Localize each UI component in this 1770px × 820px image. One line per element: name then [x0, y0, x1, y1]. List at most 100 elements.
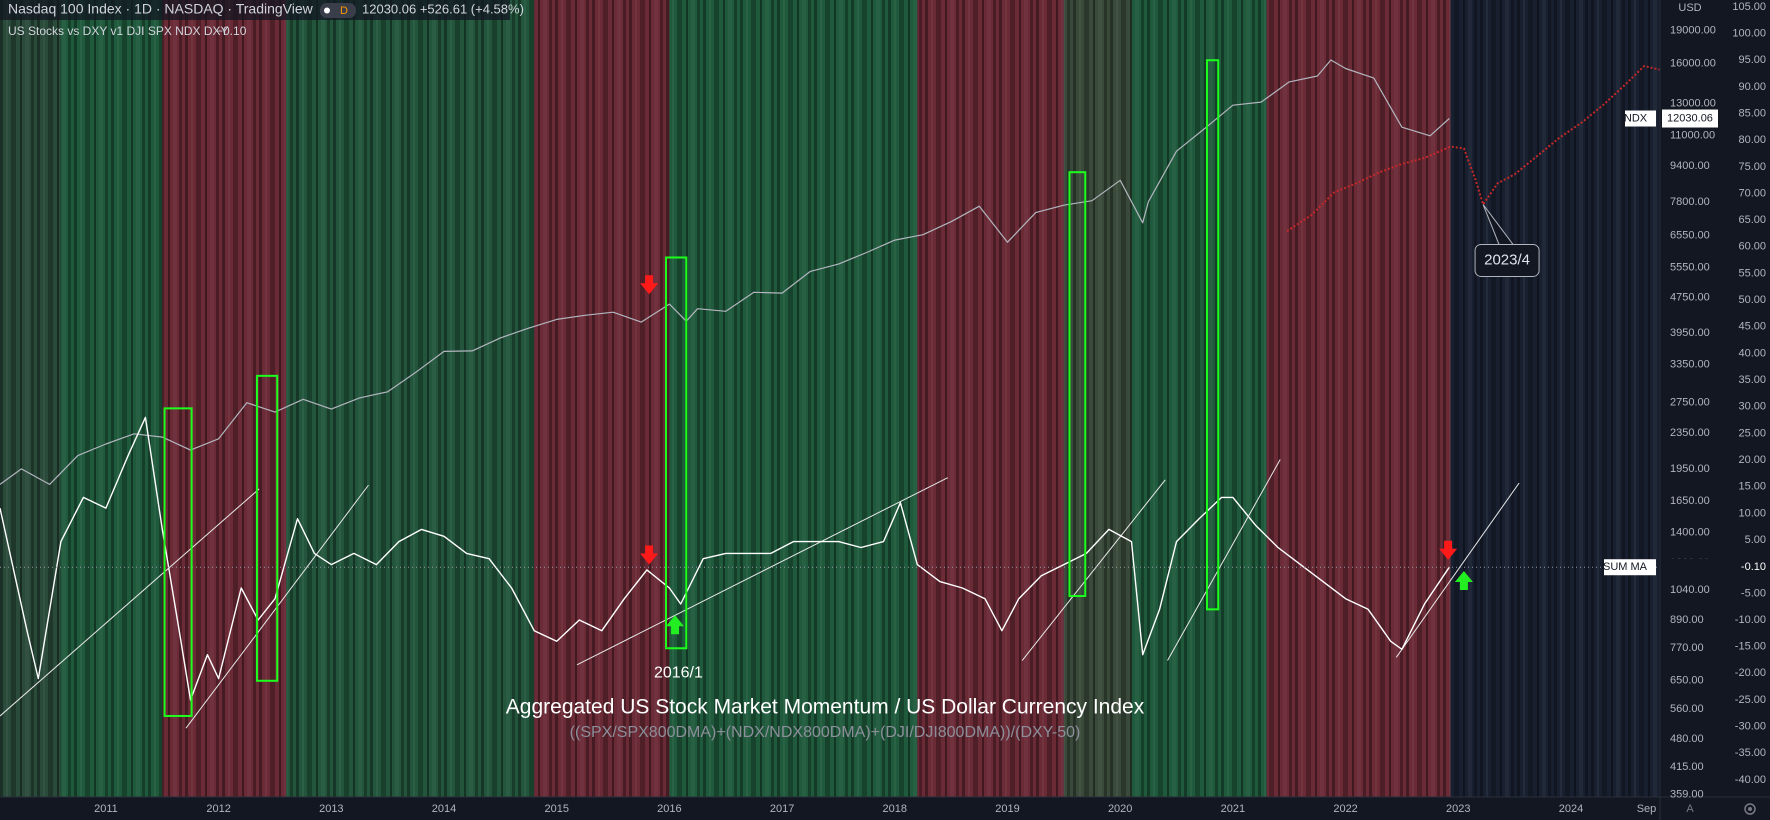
y2-tick-label: 45.00 — [1738, 321, 1766, 333]
series-tag: SUM MA — [1603, 561, 1648, 573]
projection-line — [1286, 65, 1661, 233]
price-line — [0, 59, 1450, 485]
y2-tick-label: -25.00 — [1735, 694, 1766, 706]
y-tick-label: 650.00 — [1670, 674, 1704, 686]
series-tag-bg — [1625, 110, 1656, 127]
y2-tick-label: 95.00 — [1738, 54, 1766, 66]
y2-tick-label: 55.00 — [1738, 267, 1766, 279]
indicator-name[interactable]: US Stocks vs DXY v1 DJI SPX NDX DXY — [8, 24, 229, 38]
y-tick-label: 415.00 — [1670, 761, 1704, 773]
y-tick-label: 770.00 — [1670, 642, 1704, 654]
y-tick-label: 6550.00 — [1670, 230, 1710, 242]
x-tick-label: Sep — [1637, 803, 1657, 815]
y-tick-label: 19000.00 — [1670, 24, 1716, 36]
y2-tick-label: 60.00 — [1738, 241, 1766, 253]
x-tick-label: 2023 — [1446, 803, 1470, 815]
y2-tick-label: 65.00 — [1738, 214, 1766, 226]
trendline — [1167, 459, 1281, 661]
quote: 12030.06 +526.61 (+4.58%) — [362, 1, 524, 16]
y-tick-label: 560.00 — [1670, 703, 1704, 715]
x-tick-label: 2022 — [1333, 803, 1357, 815]
y2-tick-label: -15.00 — [1735, 641, 1766, 653]
y2-tick-label: -10.00 — [1735, 614, 1766, 626]
y2-tick-label: 100.00 — [1732, 27, 1766, 39]
last-value-bg — [1662, 109, 1718, 128]
y2-tick-label: 15.00 — [1738, 481, 1766, 493]
y-tick-label: 3350.00 — [1670, 359, 1710, 371]
stripe-texture — [0, 0, 1660, 797]
trendline — [1395, 482, 1520, 658]
y2-tick-label: 35.00 — [1738, 374, 1766, 386]
chart-subtitle: ((SPX/SPX800DMA)+(NDX/NDX800DMA)+(DJI/DJ… — [570, 724, 1081, 741]
badge: D — [340, 5, 348, 17]
signal-arrow — [640, 275, 659, 295]
y2-tick-label: 50.00 — [1738, 294, 1766, 306]
y-tick-label: 2350.00 — [1670, 427, 1710, 439]
x-tick-label: 2011 — [94, 803, 118, 815]
auto-scale[interactable]: A — [1686, 803, 1694, 815]
y2-tick-label: -40.00 — [1735, 774, 1766, 786]
y2-tick-label: 75.00 — [1738, 161, 1766, 173]
y-tick-label: 890.00 — [1670, 614, 1704, 626]
chart-title: Aggregated US Stock Market Momentum / US… — [506, 696, 1145, 719]
x-tick-label: 2019 — [995, 803, 1019, 815]
signal-arrow — [640, 545, 659, 565]
y2-tick-label: 20.00 — [1738, 454, 1766, 466]
y2-tick-label: 105.00 — [1732, 1, 1766, 13]
y-tick-label: 9400.00 — [1670, 160, 1710, 172]
callout-text: 2023/4 — [1484, 251, 1530, 268]
x-tick-label: 2015 — [544, 803, 568, 815]
indicator-value: −0.10 — [216, 24, 247, 38]
y2-tick-label: 70.00 — [1738, 187, 1766, 199]
badge-dot — [324, 7, 330, 14]
x-tick-label: 2024 — [1559, 803, 1583, 815]
x-tick-label: 2020 — [1108, 803, 1132, 815]
y2-tick-label: 80.00 — [1738, 134, 1766, 146]
y2-tick-label: -30.00 — [1735, 721, 1766, 733]
highlight-box — [163, 407, 193, 717]
trendline — [576, 477, 948, 666]
x-tick-label: 2021 — [1221, 803, 1245, 815]
header-backdrop — [0, 0, 510, 20]
x-tick-label: 2012 — [206, 803, 230, 815]
y-tick-label: 13000.00 — [1670, 97, 1716, 109]
y-tick-label: 1400.00 — [1670, 527, 1710, 539]
y-axis-unit: USD — [1678, 2, 1701, 14]
signal-arrow — [666, 615, 685, 635]
signal-arrow — [1454, 571, 1473, 591]
x-tick-label: 2016 — [657, 803, 681, 815]
y-tick-label: 1950.00 — [1670, 463, 1710, 475]
y-tick-label: 2750.00 — [1670, 397, 1710, 409]
highlight-box — [1205, 59, 1220, 611]
x-tick-label: 2017 — [770, 803, 794, 815]
y-tick-label: 5550.00 — [1670, 261, 1710, 273]
last-value-bg — [1662, 558, 1768, 577]
price-axis — [1660, 0, 1770, 820]
series-tag: NDX — [1624, 112, 1648, 124]
y2-tick-label: 25.00 — [1738, 427, 1766, 439]
trendline — [0, 488, 260, 717]
gear-hub — [1748, 807, 1752, 811]
highlight-box — [665, 256, 688, 650]
y-tick-label: 16000.00 — [1670, 57, 1716, 69]
signal-arrow — [1439, 540, 1458, 560]
highlight-box — [255, 374, 279, 682]
trendline — [1021, 479, 1166, 661]
y2-tick-label: 10.00 — [1738, 507, 1766, 519]
y-tick-label: 4750.00 — [1670, 291, 1710, 303]
annotation: 2016/1 — [654, 665, 703, 682]
y-tick-label: 7800.00 — [1670, 196, 1710, 208]
gear — [1744, 803, 1756, 815]
indicator-line — [0, 416, 1450, 701]
x-tick-label: 2014 — [432, 803, 456, 815]
y-tick-label: 1040.00 — [1670, 584, 1710, 596]
y2-tick-label: 30.00 — [1738, 401, 1766, 413]
y2-tick-label: -20.00 — [1735, 667, 1766, 679]
callout-box — [1474, 243, 1540, 277]
settings-icon[interactable] — [1744, 803, 1756, 815]
last-value: 12030.06 — [1667, 112, 1713, 124]
symbol-title[interactable]: Nasdaq 100 Index · 1D · NASDAQ · Trading… — [8, 1, 314, 17]
y-tick-label: 11000.00 — [1670, 130, 1715, 142]
y2-tick-label: 5.00 — [1745, 534, 1766, 546]
